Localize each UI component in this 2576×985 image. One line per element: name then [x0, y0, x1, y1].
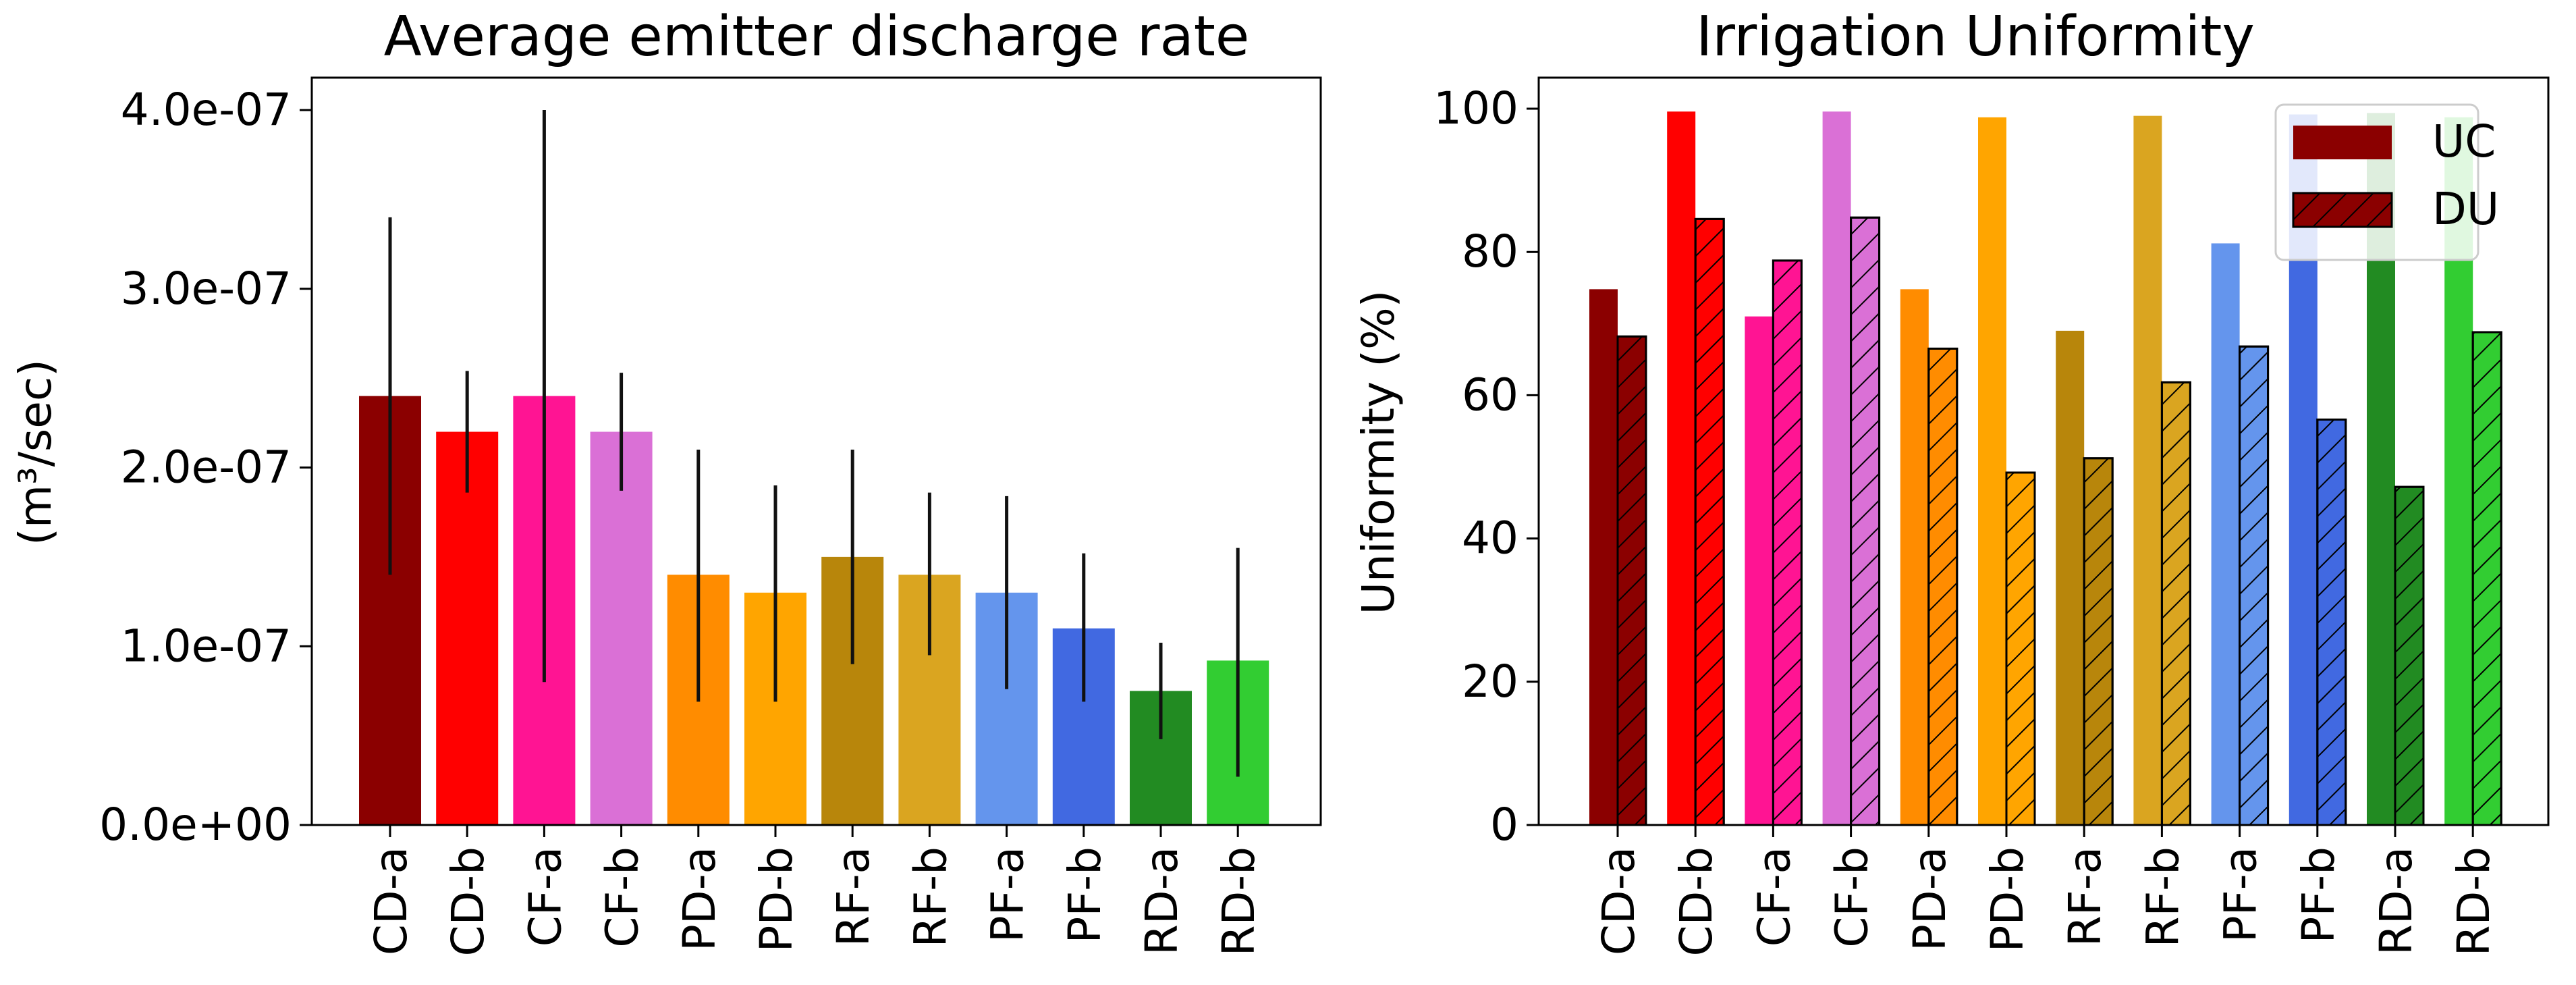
y-tick-label: 0.0e+00: [99, 799, 292, 851]
x-tick-label: RD-a: [1136, 847, 1188, 955]
y-tick-label: 100: [1433, 82, 1518, 134]
bar-du-hatch-cd-a: [1616, 335, 1647, 826]
bar-uc-rf-a: [2056, 330, 2085, 825]
bar-uc-pd-b: [1978, 117, 2006, 826]
x-tick-label: PD-b: [1981, 847, 2033, 952]
legend: UC DU: [2274, 103, 2499, 261]
y-tick-label: 4.0e-07: [121, 84, 292, 136]
bar-du-hatch-rf-b: [2160, 381, 2191, 826]
bar-uc-pf-a: [2211, 243, 2240, 825]
x-tick-label: RD-a: [2370, 847, 2422, 955]
bar-du-hatch-rf-a: [2083, 457, 2114, 826]
y-tick-label: 0: [1490, 799, 1518, 851]
bar-uc-cd-a: [1589, 289, 1618, 825]
bar-du-hatch-cf-b: [1850, 216, 1881, 826]
x-tick-label: PD-a: [674, 847, 725, 951]
x-tick-label: PF-a: [982, 847, 1034, 942]
y-tick-label: 3.0e-07: [121, 263, 292, 315]
legend-swatch-du-hatch: [2292, 192, 2393, 228]
bar-cd-b: [436, 431, 499, 825]
x-tick-label: RF-a: [2059, 847, 2111, 947]
chart-title: Average emitter discharge rate: [384, 5, 1250, 69]
x-tick-label: RD-b: [1213, 847, 1265, 956]
x-tick-label: CF-b: [597, 847, 649, 948]
x-tick-label: RF-b: [2137, 847, 2189, 948]
x-tick-label: RD-b: [2448, 847, 2500, 956]
bar-uc-pd-a: [1900, 289, 1929, 825]
x-tick-label: CD-a: [365, 847, 417, 955]
y-tick-label: 20: [1462, 656, 1518, 708]
x-tick-label: RF-b: [904, 847, 956, 948]
bar-du-hatch-rd-b: [2471, 331, 2502, 826]
plot-frame: [310, 76, 1322, 826]
legend-swatch-uc: [2293, 126, 2392, 159]
x-tick-label: CD-b: [442, 847, 494, 957]
chart-title: Irrigation Uniformity: [1696, 5, 2255, 69]
y-axis-label: Uniformity (%): [1352, 290, 1404, 615]
x-tick-label: CF-b: [1826, 847, 1878, 948]
bar-du-hatch-cf-a: [1772, 259, 1803, 826]
x-tick-label: PF-a: [2215, 847, 2267, 942]
x-tick-label: CD-b: [1670, 847, 1722, 957]
y-tick-label: 80: [1462, 225, 1518, 277]
bar-du-hatch-pf-b: [2316, 418, 2347, 826]
plot-frame: [1537, 76, 2550, 826]
legend-label-du: DU: [2432, 183, 2499, 235]
bar-du-hatch-pd-b: [2005, 471, 2036, 826]
x-tick-label: PD-a: [1904, 847, 1956, 951]
bar-uc-cd-b: [1667, 111, 1696, 825]
discharge-rate-chart: Average emitter discharge rate (m³/sec) …: [9, 5, 1322, 957]
bar-du-hatch-pd-a: [1927, 347, 1958, 826]
bar-uc-cf-b: [1822, 111, 1851, 825]
y-tick-label: 60: [1462, 369, 1518, 421]
x-tick-label: CF-a: [519, 847, 571, 947]
x-tick-label: PF-b: [2293, 847, 2345, 943]
x-tick-label: CF-a: [1748, 847, 1800, 947]
legend-label-uc: UC: [2432, 115, 2496, 167]
bar-du-hatch-cd-b: [1694, 217, 1725, 826]
bar-du-hatch-pf-a: [2239, 345, 2270, 826]
x-tick-label: PF-b: [1059, 847, 1111, 943]
y-tick-label: 40: [1462, 512, 1518, 564]
x-tick-label: RF-a: [827, 847, 879, 947]
bar-uc-cf-a: [1745, 316, 1774, 825]
x-tick-label: CD-a: [1593, 847, 1645, 955]
bar-du-hatch-rd-a: [2394, 485, 2425, 826]
y-tick-label: 1.0e-07: [121, 620, 292, 672]
bar-cf-b: [590, 431, 653, 825]
y-tick-label: 2.0e-07: [121, 442, 292, 494]
x-tick-label: PD-b: [750, 847, 802, 952]
uniformity-chart: Irrigation Uniformity Uniformity (%) 0 20…: [1352, 5, 2550, 957]
y-axis-label: (m³/sec): [9, 359, 61, 545]
bar-uc-rf-b: [2133, 115, 2162, 826]
